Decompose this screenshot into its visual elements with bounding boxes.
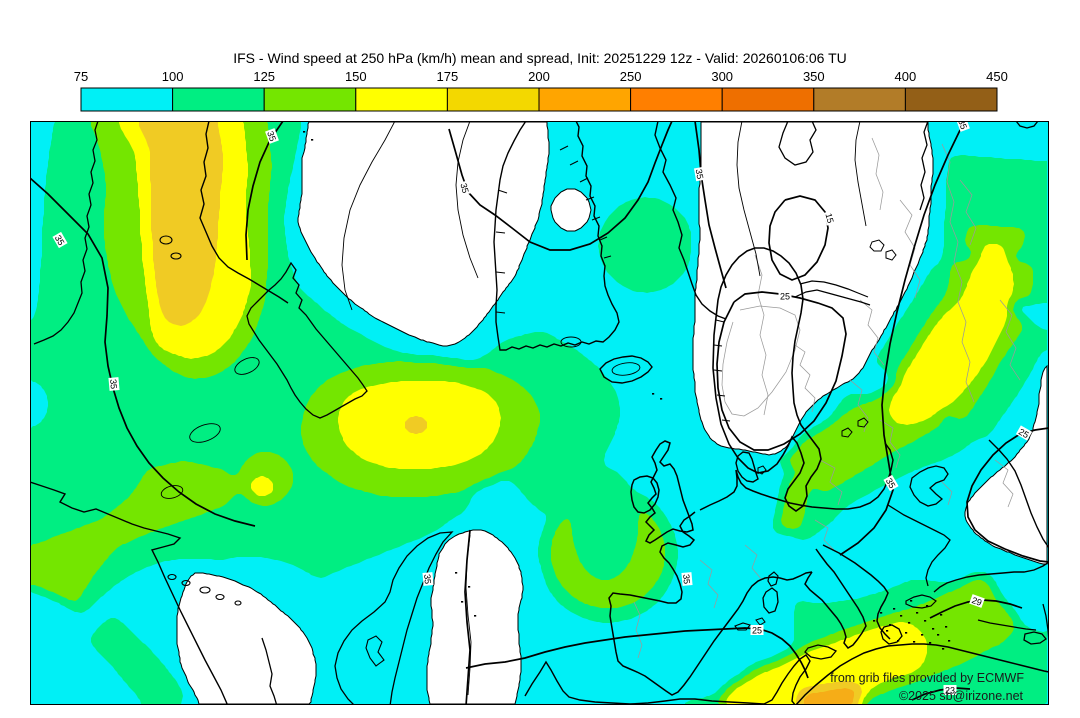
svg-text:35: 35 xyxy=(694,168,706,180)
svg-text:35: 35 xyxy=(53,233,67,247)
svg-text:35: 35 xyxy=(884,476,898,490)
svg-text:400: 400 xyxy=(895,69,917,84)
svg-text:35: 35 xyxy=(681,574,692,585)
svg-text:35: 35 xyxy=(458,182,470,194)
svg-text:25: 25 xyxy=(1017,427,1031,441)
svg-text:25: 25 xyxy=(752,626,762,636)
svg-text:450: 450 xyxy=(986,69,1008,84)
svg-text:IFS - Wind speed at 250 hPa (k: IFS - Wind speed at 250 hPa (km/h) mean … xyxy=(233,50,847,66)
svg-text:350: 350 xyxy=(803,69,825,84)
svg-text:15: 15 xyxy=(823,212,835,224)
svg-text:175: 175 xyxy=(437,69,459,84)
svg-text:©2025 sb@irizone.net: ©2025 sb@irizone.net xyxy=(899,689,1024,703)
svg-text:125: 125 xyxy=(253,69,275,84)
svg-text:35: 35 xyxy=(956,118,969,131)
svg-text:200: 200 xyxy=(528,69,550,84)
svg-text:25: 25 xyxy=(780,292,790,302)
svg-text:35: 35 xyxy=(265,130,278,143)
svg-text:150: 150 xyxy=(345,69,367,84)
svg-text:23: 23 xyxy=(945,686,955,696)
svg-text:100: 100 xyxy=(162,69,184,84)
svg-text:from grib files provided by EC: from grib files provided by ECMWF xyxy=(830,671,1024,685)
svg-text:75: 75 xyxy=(74,69,88,84)
svg-text:35: 35 xyxy=(422,574,433,585)
svg-text:250: 250 xyxy=(620,69,642,84)
svg-text:29: 29 xyxy=(970,595,983,608)
svg-text:35: 35 xyxy=(108,379,119,390)
svg-text:300: 300 xyxy=(711,69,733,84)
